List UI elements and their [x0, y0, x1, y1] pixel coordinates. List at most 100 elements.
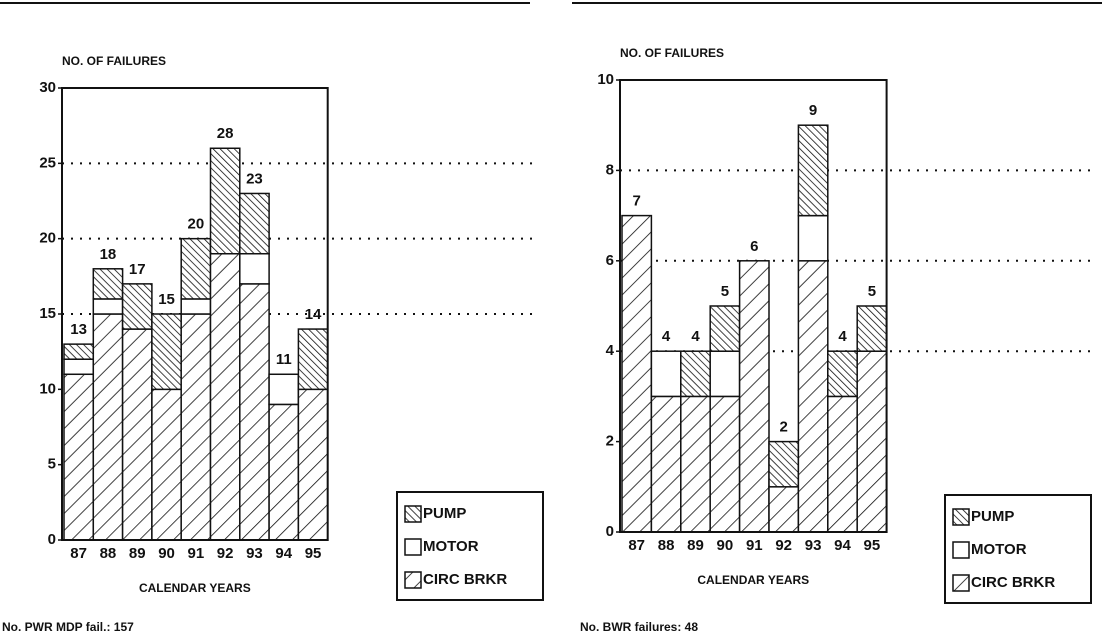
bar-segment — [63, 373, 95, 541]
total-label: 20 — [188, 216, 205, 233]
y-tick-label: 4 — [606, 342, 615, 359]
bar-segment — [268, 373, 300, 406]
x-tick-label: 89 — [687, 537, 704, 554]
x-tick-label: 87 — [628, 537, 645, 554]
bar-segment — [650, 350, 682, 398]
total-label: 14 — [305, 306, 322, 323]
legend-swatch — [404, 505, 422, 523]
bar-segment — [63, 343, 95, 360]
total-label: 5 — [868, 283, 876, 300]
y-tick-label: 2 — [606, 433, 614, 450]
legend-label: CIRC BRKR — [971, 574, 1055, 591]
total-label: 4 — [691, 328, 700, 345]
x-tick-label: 89 — [129, 545, 146, 562]
bar-segment — [768, 486, 800, 533]
bar-segment — [650, 395, 682, 533]
bar-segment — [92, 268, 124, 300]
legend-swatch — [952, 508, 970, 526]
bar-segment — [151, 313, 182, 391]
bar-segment — [239, 252, 270, 285]
total-label: 2 — [780, 419, 788, 436]
total-label: 6 — [750, 238, 758, 255]
x-tick-label: 91 — [746, 537, 763, 554]
total-label: 17 — [129, 261, 146, 278]
bar-segment — [856, 305, 888, 352]
bar-segment — [709, 350, 741, 398]
total-label: 4 — [838, 328, 847, 345]
legend-swatch — [952, 541, 970, 559]
x-tick-label: 87 — [70, 545, 87, 562]
total-label: 18 — [100, 246, 117, 263]
y-axis-title: NO. OF FAILURES — [620, 46, 724, 60]
total-label: 9 — [809, 102, 817, 119]
legend-label: MOTOR — [423, 538, 479, 555]
bar-segment — [768, 440, 800, 488]
legend-label: PUMP — [423, 505, 466, 522]
x-tick-label: 88 — [658, 537, 675, 554]
y-tick-label: 20 — [39, 230, 56, 247]
bar-segment — [621, 214, 653, 533]
bar-segment — [680, 395, 711, 533]
y-tick-label: 15 — [39, 305, 56, 322]
bar-segment — [297, 388, 329, 541]
total-label: 7 — [633, 193, 641, 210]
x-tick-label: 90 — [717, 537, 734, 554]
bar-segment — [151, 388, 182, 541]
bar-segment — [121, 328, 153, 541]
bar-segment — [92, 313, 124, 541]
total-label: 4 — [662, 328, 671, 345]
x-tick-label: 93 — [246, 545, 263, 562]
y-tick-label: 6 — [606, 252, 614, 269]
x-tick-label: 95 — [305, 545, 322, 562]
bar-segment — [738, 260, 770, 533]
bar-segment — [209, 147, 241, 255]
bar-segment — [180, 298, 212, 315]
y-tick-label: 0 — [48, 531, 56, 548]
footer: No. PWR MDP fail.: 157 — [2, 620, 134, 634]
bar-segment — [680, 350, 711, 398]
x-tick-label: 93 — [805, 537, 822, 554]
legend-swatch — [404, 571, 422, 589]
y-tick-label: 8 — [606, 161, 614, 178]
total-label: 5 — [721, 283, 729, 300]
bar-segment — [797, 124, 829, 217]
x-axis-title: CALENDAR YEARS — [697, 573, 809, 587]
bar-segment — [856, 350, 888, 533]
x-tick-label: 95 — [864, 537, 881, 554]
x-axis-title: CALENDAR YEARS — [139, 581, 251, 595]
bar-segment — [92, 298, 124, 315]
bar-segment — [827, 350, 858, 398]
bar-segment — [239, 192, 270, 255]
x-tick-label: 91 — [188, 545, 205, 562]
y-tick-label: 5 — [48, 456, 56, 473]
bar-segment — [209, 252, 241, 541]
legend-label: PUMP — [971, 508, 1014, 525]
bar-segment — [180, 313, 212, 541]
legend-swatch — [952, 574, 970, 592]
bar-segment — [121, 283, 153, 330]
y-tick-label: 10 — [597, 71, 614, 88]
x-tick-label: 92 — [217, 545, 234, 562]
plot-frame — [61, 87, 329, 541]
plot-frame — [619, 79, 888, 533]
legend-swatch — [404, 538, 422, 556]
bar-segment — [268, 403, 300, 541]
y-tick-label: 25 — [39, 154, 56, 171]
bar-segment — [797, 260, 829, 533]
bar-segment — [709, 305, 741, 352]
total-label: 15 — [158, 291, 175, 308]
total-label: 23 — [246, 170, 263, 187]
total-label: 13 — [70, 321, 87, 338]
y-axis-title: NO. OF FAILURES — [62, 54, 166, 68]
y-tick-label: 10 — [39, 380, 56, 397]
x-tick-label: 92 — [775, 537, 792, 554]
y-tick-label: 30 — [39, 79, 56, 96]
x-tick-label: 94 — [834, 537, 851, 554]
bar-segment — [239, 283, 270, 541]
x-tick-label: 94 — [275, 545, 292, 562]
bar-segment — [297, 328, 329, 391]
footer: No. BWR failures: 48 — [580, 620, 698, 634]
bar-segment — [827, 395, 858, 533]
bar-segment — [63, 358, 95, 376]
